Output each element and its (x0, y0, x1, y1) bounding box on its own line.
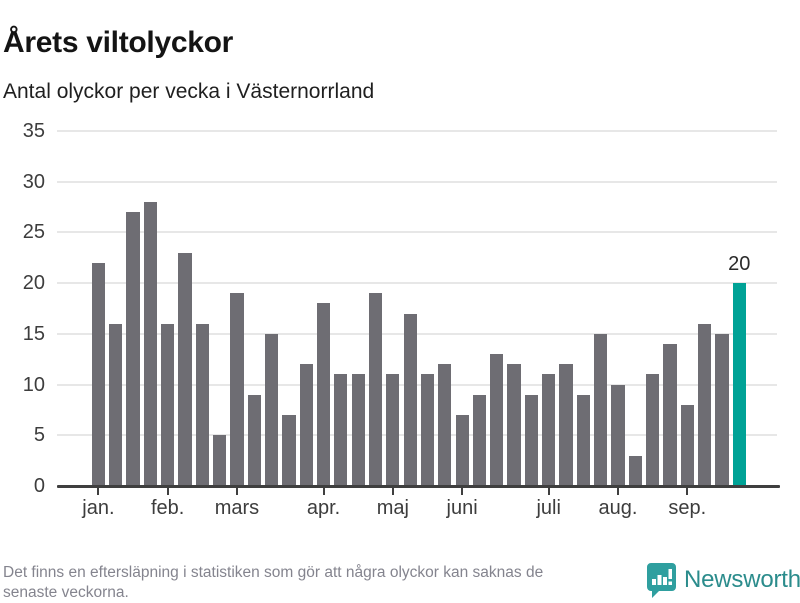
bar (524, 394, 538, 486)
bar (680, 404, 694, 486)
footer-note-line2: senaste veckorna. (3, 584, 129, 601)
bar (559, 364, 573, 486)
bar (265, 333, 279, 486)
x-axis-tick (391, 487, 394, 495)
x-axis-line (57, 484, 780, 488)
x-axis-tick (235, 487, 238, 495)
bar (386, 374, 400, 486)
bar-highlighted (732, 283, 746, 486)
bar (247, 394, 261, 486)
gridline-y25 (57, 231, 777, 234)
x-axis-tick (97, 487, 100, 495)
y-axis-label: 30 (22, 170, 45, 193)
bar (628, 455, 642, 486)
gridline-y15 (57, 332, 777, 335)
gridline-y35 (57, 129, 777, 132)
x-axis-tick (461, 487, 464, 495)
newsworthy-logo-icon (646, 562, 677, 598)
x-axis-label: maj (376, 497, 409, 519)
x-axis-label: jan. (82, 497, 115, 519)
x-axis-label: juli (536, 497, 561, 519)
bar-chart: 0 5 10 15 20 25 30 35 jan. feb. mars apr. maj juni jul… (22, 119, 780, 519)
y-axis-label: 5 (33, 424, 45, 447)
x-axis-tick (166, 487, 169, 495)
y-axis-label: 20 (22, 272, 45, 295)
bar (455, 414, 469, 486)
bar (143, 201, 157, 486)
bar (351, 374, 365, 486)
bar (299, 364, 313, 486)
bar (646, 374, 660, 486)
x-axis-label: mars (214, 497, 260, 519)
bar-value-label: 20 (728, 253, 751, 276)
bar (316, 303, 331, 486)
bar (542, 374, 556, 486)
footer-note-line1: Det finns en eftersläpning i statistiken… (3, 564, 544, 581)
x-axis-label: sep. (668, 497, 707, 519)
footer-note: Det finns en eftersläpning i statistiken… (3, 563, 643, 603)
gridline-y20 (57, 282, 777, 285)
x-axis-label: juni (446, 497, 478, 519)
newsworthy-logo[interactable]: Newsworthy (646, 561, 800, 599)
bar (213, 435, 227, 486)
y-axis-label: 10 (22, 373, 45, 396)
bar (195, 323, 209, 486)
x-axis-label: feb. (150, 497, 185, 519)
x-axis-tick (686, 487, 689, 495)
y-axis-label: 25 (22, 221, 45, 244)
gridline-y10 (57, 383, 777, 386)
bar (91, 262, 105, 486)
bar (698, 323, 712, 486)
bar (420, 374, 435, 486)
bar (368, 293, 383, 486)
bar (611, 384, 625, 486)
y-axis-label: 35 (22, 119, 45, 142)
x-axis-label: aug. (598, 497, 638, 519)
bar (403, 313, 417, 486)
bar (507, 364, 521, 486)
page-title: Årets viltolyckor (3, 26, 233, 60)
bar (178, 252, 192, 486)
bar (161, 323, 175, 486)
gridline-y5 (57, 434, 777, 437)
bar (594, 333, 608, 486)
bar (126, 212, 140, 486)
bar (472, 394, 487, 486)
x-axis-tick (322, 487, 325, 495)
bar (663, 343, 677, 486)
bar (109, 323, 123, 486)
y-axis-label: 0 (33, 475, 45, 497)
bar (334, 374, 348, 486)
x-axis-label: apr. (306, 497, 341, 519)
x-axis-tick (547, 487, 550, 495)
bar (490, 354, 504, 486)
bar (576, 394, 590, 486)
bar (438, 364, 452, 486)
y-axis-label: 15 (22, 322, 45, 345)
chart-subtitle: Antal olyckor per vecka i Västernorrland (3, 80, 375, 103)
bar (282, 414, 296, 486)
newsworthy-wordmark: Newsworthy (684, 566, 800, 593)
x-axis-tick (617, 487, 619, 495)
bar (230, 293, 244, 486)
bar (715, 333, 729, 486)
gridline-y30 (57, 180, 777, 183)
